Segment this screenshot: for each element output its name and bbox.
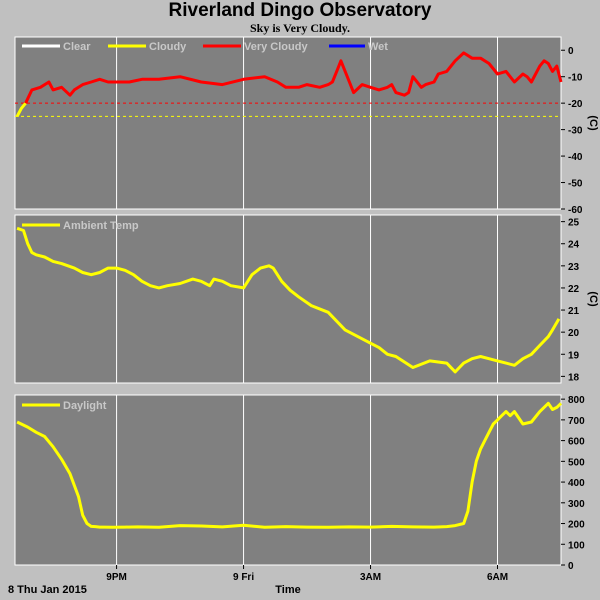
legend-clear: Clear <box>63 41 91 53</box>
legend-very-cloudy: Very Cloudy <box>244 41 308 53</box>
daylight-panel-bg <box>14 394 562 566</box>
x-tick-label: 6AM <box>487 572 508 583</box>
chart-title: Riverland Dingo Observatory <box>168 0 432 21</box>
y-tick-label: -40 <box>568 152 583 163</box>
y-tick-label: -20 <box>568 99 583 110</box>
daylight-panel: 800 700 600 500 400 300 200 100 0 Daylight <box>14 394 585 572</box>
sky-lines <box>15 51 563 118</box>
ambient-y-ticks: 25 24 23 22 21 20 19 18 <box>561 218 580 383</box>
y-tick-label: -60 <box>568 205 583 216</box>
y-tick-label: 24 <box>568 240 580 251</box>
y-tick-label: 400 <box>568 478 585 489</box>
chart-subtitle: Sky is Very Cloudy. <box>249 21 351 35</box>
y-tick-label: 500 <box>568 457 585 468</box>
sky-grid <box>116 37 499 209</box>
y-tick-label: 800 <box>568 395 585 406</box>
y-tick-label: 22 <box>568 284 580 295</box>
ambient-panel: 25 24 23 22 21 20 19 18 Ambient Temp (C) <box>14 214 599 384</box>
legend-wet: Wet <box>368 41 388 53</box>
sky-y-ticks: 0 -10 -20 -30 -40 -50 -60 <box>561 46 583 216</box>
y-tick-label: 600 <box>568 437 585 448</box>
ambient-grid <box>116 215 499 383</box>
sky-y-unit: (C) <box>587 115 599 131</box>
series-line-very-cloudy <box>24 51 563 104</box>
y-tick-label: 23 <box>568 262 580 273</box>
y-tick-label: 19 <box>568 350 580 361</box>
ambient-lines <box>16 226 561 374</box>
sky-legend: Clear Cloudy Very Cloudy Wet <box>22 41 388 53</box>
y-tick-label: 18 <box>568 372 580 383</box>
y-tick-label: 20 <box>568 328 580 339</box>
footer-date: 8 Thu Jan 2015 <box>8 584 87 596</box>
y-tick-label: 200 <box>568 520 585 531</box>
legend-daylight: Daylight <box>63 400 107 412</box>
sky-panel-bg <box>14 36 562 210</box>
x-axis-ticks: 9PM 9 Fri 3AM 6AM <box>106 565 508 583</box>
y-tick-label: 300 <box>568 499 585 510</box>
y-tick-label: 0 <box>568 561 574 572</box>
y-tick-label: 25 <box>568 218 580 229</box>
y-tick-label: -50 <box>568 179 583 190</box>
daylight-lines <box>16 401 563 529</box>
x-tick-label: 9 Fri <box>233 572 254 583</box>
y-tick-label: 700 <box>568 416 585 427</box>
daylight-y-ticks: 800 700 600 500 400 300 200 100 0 <box>561 395 585 572</box>
y-tick-label: 0 <box>568 46 574 57</box>
ambient-y-unit: (C) <box>587 291 599 307</box>
y-tick-label: -10 <box>568 73 583 84</box>
x-tick-label: 3AM <box>360 572 381 583</box>
legend-ambient: Ambient Temp <box>63 220 139 232</box>
ambient-panel-bg <box>14 214 562 384</box>
y-tick-label: -30 <box>568 126 583 137</box>
series-line-ambient-temp <box>16 226 561 374</box>
legend-cloudy: Cloudy <box>149 41 187 53</box>
footer-time-label: Time <box>275 584 300 596</box>
daylight-grid <box>116 395 499 565</box>
series-line-daylight <box>16 401 563 529</box>
x-tick-label: 9PM <box>106 572 127 583</box>
y-tick-label: 100 <box>568 540 585 551</box>
y-tick-label: 21 <box>568 306 580 317</box>
series-line-cloudy <box>15 102 27 118</box>
sky-panel: 0 -10 -20 -30 -40 -50 -60 Clear Cloudy Very Cl… <box>14 36 599 216</box>
